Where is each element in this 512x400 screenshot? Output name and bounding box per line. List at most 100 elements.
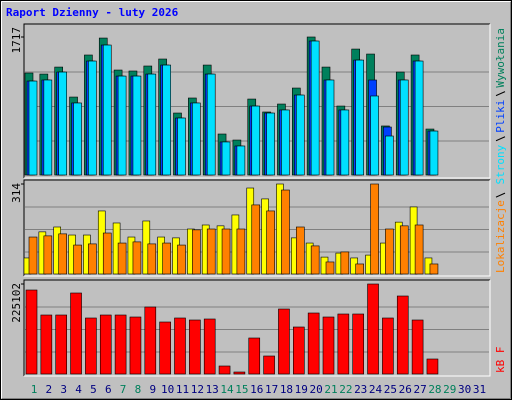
x-tick-label: 26 — [399, 383, 412, 396]
bar — [295, 226, 305, 275]
bar — [102, 44, 112, 176]
bar — [132, 241, 142, 275]
x-tick-label: 20 — [310, 383, 323, 396]
bar — [147, 243, 157, 275]
bar — [385, 135, 394, 176]
bar — [147, 73, 157, 176]
legend-slash — [495, 136, 506, 142]
x-tick-label: 30 — [458, 383, 471, 396]
bar — [325, 79, 335, 176]
x-tick-label: 22 — [339, 383, 352, 396]
bar — [251, 105, 261, 176]
bar — [221, 228, 231, 275]
bar — [370, 183, 379, 275]
bar — [310, 40, 320, 176]
x-tick-label: 7 — [120, 383, 127, 396]
legend-slash — [495, 91, 506, 97]
x-tick-label: 13 — [206, 383, 219, 396]
legend-slash — [495, 192, 506, 198]
bar — [117, 242, 127, 275]
x-tick-label: 28 — [428, 383, 441, 396]
bar — [399, 79, 409, 176]
bar — [251, 204, 261, 275]
bar — [414, 60, 424, 176]
bar — [85, 317, 97, 375]
bar — [102, 232, 112, 275]
x-tick-label: 12 — [191, 383, 204, 396]
bar — [206, 228, 216, 275]
bar — [385, 228, 394, 275]
bar — [399, 225, 409, 275]
x-tick-label: 18 — [280, 383, 293, 396]
bar — [278, 308, 290, 375]
x-tick-label: 16 — [250, 383, 263, 396]
bar — [295, 94, 305, 176]
bar — [325, 261, 335, 275]
bar — [117, 75, 127, 176]
bar — [192, 102, 201, 176]
bar — [429, 130, 439, 176]
bar — [203, 318, 216, 375]
bar — [382, 317, 394, 375]
x-tick-label: 24 — [369, 383, 383, 396]
x-tick-label: 19 — [295, 383, 308, 396]
bar — [236, 228, 246, 275]
legend-entry: Strony — [494, 144, 507, 184]
bar — [25, 289, 38, 375]
x-tick-label: 9 — [149, 383, 156, 396]
panel-edge — [23, 23, 490, 178]
bar — [28, 236, 38, 275]
x-tick-label: 27 — [413, 383, 426, 396]
x-tick-label: 21 — [324, 383, 337, 396]
bar — [162, 64, 171, 176]
y-tick-label: 225102 — [10, 283, 23, 323]
bar — [355, 263, 365, 275]
panel-edge — [24, 24, 491, 179]
bar — [40, 314, 53, 375]
bar — [144, 306, 157, 375]
bar — [99, 314, 112, 375]
x-tick-label: 23 — [354, 383, 367, 396]
bar — [132, 75, 142, 176]
bar — [355, 59, 365, 176]
bar — [236, 145, 246, 176]
bar — [367, 283, 379, 375]
bar — [340, 251, 350, 275]
bar — [162, 242, 171, 275]
x-tick-label: 11 — [176, 383, 189, 396]
bar — [292, 326, 305, 375]
bar — [322, 316, 335, 375]
bar — [177, 117, 186, 176]
x-tick-label: 6 — [105, 383, 112, 396]
bar — [129, 316, 142, 375]
bar — [370, 95, 379, 176]
bar — [263, 355, 275, 375]
bar — [337, 313, 350, 375]
bar — [114, 314, 127, 375]
bar — [58, 233, 68, 275]
panel-edge — [24, 280, 491, 377]
legend-entry: Pliki — [494, 100, 507, 133]
x-tick-label: 10 — [161, 383, 174, 396]
bar — [266, 112, 275, 176]
x-tick-label: 1 — [31, 383, 38, 396]
bar — [88, 60, 97, 176]
bar — [396, 295, 409, 375]
bar — [340, 109, 350, 176]
legend-entry: Lokalizacje — [494, 200, 507, 273]
bar — [206, 73, 216, 176]
bar — [174, 317, 186, 375]
x-tick-label: 29 — [443, 383, 456, 396]
bar — [159, 321, 171, 375]
bar — [189, 319, 201, 375]
bar — [307, 312, 320, 375]
x-tick-label: 17 — [265, 383, 278, 396]
bar — [248, 337, 261, 375]
bar — [281, 109, 290, 176]
bar — [73, 102, 82, 176]
bar — [55, 314, 68, 375]
bar — [233, 371, 246, 375]
bar — [43, 79, 53, 176]
bar — [73, 244, 82, 275]
